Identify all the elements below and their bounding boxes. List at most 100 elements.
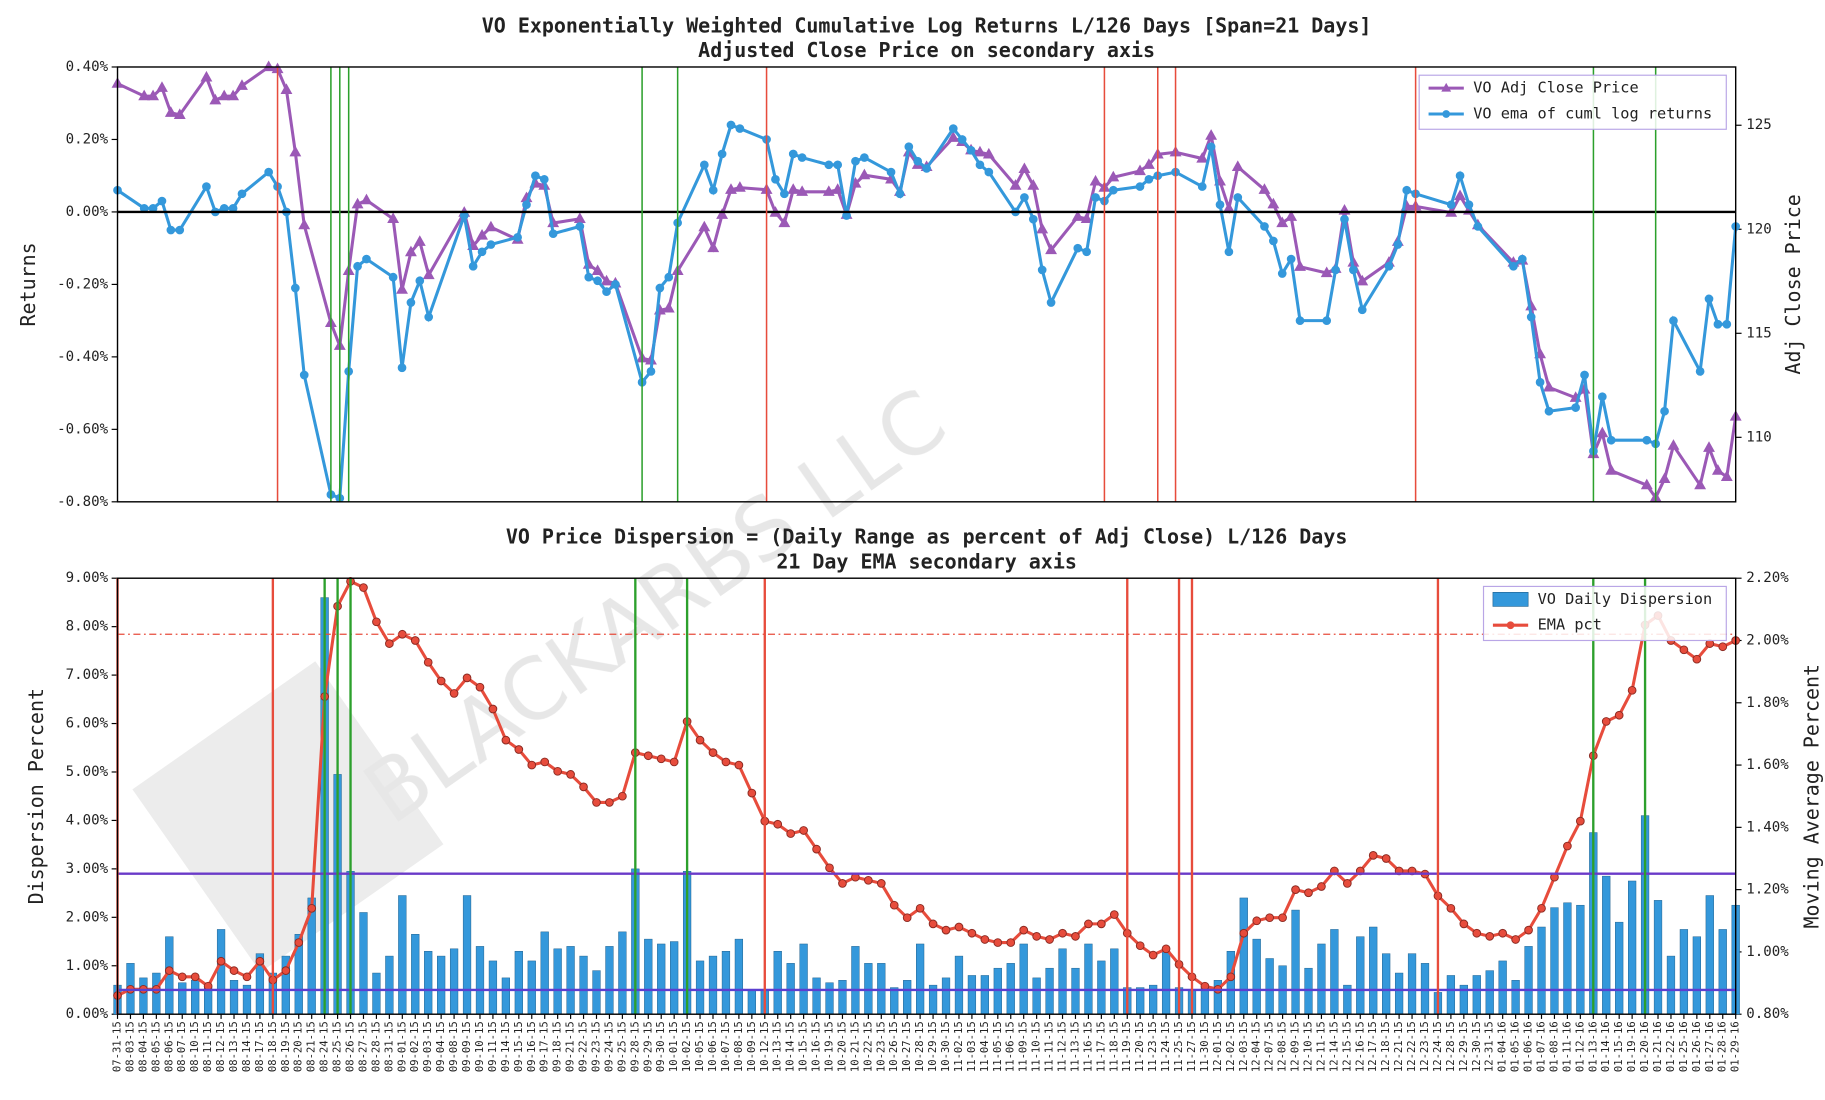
point	[669, 757, 679, 767]
point	[1543, 380, 1555, 392]
x-tick-label: 09-17-15	[539, 1021, 551, 1072]
point	[1205, 129, 1218, 140]
point	[164, 106, 177, 117]
point	[833, 160, 843, 170]
x-tick-label: 09-02-15	[409, 1021, 421, 1072]
bar	[1705, 895, 1714, 1015]
point	[1642, 435, 1652, 445]
bar	[825, 982, 834, 1015]
point	[1020, 193, 1029, 202]
x-tick-label: 01-08-16	[1548, 1021, 1560, 1072]
point	[1597, 392, 1607, 402]
bar	[1239, 897, 1248, 1015]
point	[967, 928, 977, 938]
point	[1679, 645, 1689, 655]
bar	[1446, 975, 1456, 1015]
x-tick-label: 12-09-15	[1290, 1021, 1302, 1072]
point	[1233, 193, 1243, 202]
point	[424, 312, 434, 322]
point	[280, 83, 293, 94]
x-tick-label: 01-15-16	[1613, 1021, 1625, 1072]
bar	[1006, 963, 1015, 1015]
point	[993, 938, 1003, 947]
bar	[644, 938, 653, 1015]
point	[1148, 950, 1158, 960]
point	[708, 748, 718, 757]
point	[1222, 201, 1235, 213]
bar	[941, 977, 951, 1015]
bar	[1291, 909, 1300, 1015]
point	[915, 903, 925, 913]
bar	[1369, 926, 1378, 1015]
point	[1295, 316, 1305, 325]
x-tick-label: 08-04-15	[137, 1021, 149, 1072]
bar	[1498, 960, 1507, 1015]
point	[734, 760, 744, 770]
x-tick-label: 10-12-15	[759, 1021, 771, 1072]
x-tick-label: 10-02-15	[681, 1021, 693, 1072]
point	[477, 247, 487, 257]
bar	[592, 970, 601, 1015]
x-tick-label: 08-25-15	[332, 1021, 344, 1072]
point	[1640, 478, 1653, 490]
point	[527, 760, 537, 770]
point	[1384, 261, 1394, 271]
x-tick-label: 08-20-15	[293, 1021, 305, 1072]
point	[1142, 158, 1155, 169]
point	[1108, 185, 1118, 195]
point	[468, 261, 478, 271]
point	[947, 131, 960, 142]
y-tick-label: 6.00%	[66, 716, 109, 732]
chart-title: VO Price Dispersion = (Daily Range as pe…	[506, 525, 1348, 549]
point	[1718, 642, 1728, 652]
bar	[424, 950, 433, 1015]
point	[1265, 913, 1275, 923]
point	[593, 276, 602, 286]
point	[237, 189, 247, 199]
x-tick-label: 11-17-15	[1095, 1021, 1107, 1072]
point	[1511, 935, 1520, 944]
x-tick-label: 11-06-15	[1005, 1021, 1017, 1072]
legend-label: VO Daily Dispersion	[1538, 590, 1713, 608]
point	[1215, 200, 1225, 210]
point	[227, 89, 240, 101]
x-tick-label: 01-06-16	[1523, 1021, 1535, 1072]
point	[1091, 193, 1100, 202]
point	[522, 200, 531, 210]
bar	[1602, 875, 1611, 1015]
point	[1713, 319, 1723, 329]
point	[177, 972, 187, 982]
point	[539, 174, 549, 184]
x-tick-label: 10-29-15	[927, 1021, 939, 1072]
point	[876, 879, 886, 888]
point	[1084, 919, 1093, 929]
point	[385, 639, 394, 648]
y2-axis-label: Adj Close Price	[1781, 194, 1805, 374]
x-tick-label: 10-08-15	[733, 1021, 745, 1072]
point	[1071, 932, 1080, 941]
point	[1596, 426, 1609, 438]
y2-tick-label: 1.00%	[1746, 944, 1789, 960]
point	[294, 938, 304, 947]
point	[1667, 439, 1680, 450]
x-tick-label: 11-25-15	[1173, 1021, 1185, 1072]
point	[1660, 406, 1669, 416]
point	[1018, 162, 1031, 174]
x-tick-label: 11-12-15	[1057, 1021, 1069, 1072]
x-tick-label: 09-23-15	[590, 1021, 602, 1072]
point	[289, 145, 302, 157]
point	[643, 751, 653, 761]
x-tick-label: 12-11-15	[1315, 1021, 1327, 1072]
chart-title: VO Exponentially Weighted Cumulative Log…	[482, 14, 1372, 38]
x-tick-label: 11-24-15	[1160, 1021, 1172, 1072]
x-tick-label: 12-03-15	[1238, 1021, 1250, 1072]
bar	[864, 963, 873, 1015]
x-tick-label: 08-27-15	[357, 1021, 369, 1072]
bar	[1226, 950, 1235, 1015]
x-tick-label: 12-08-15	[1277, 1021, 1289, 1072]
point	[513, 232, 522, 242]
legend-box	[1418, 74, 1727, 130]
point	[1107, 170, 1120, 182]
x-tick-label: 01-19-16	[1626, 1021, 1638, 1072]
x-tick-label: 09-03-15	[422, 1021, 434, 1072]
